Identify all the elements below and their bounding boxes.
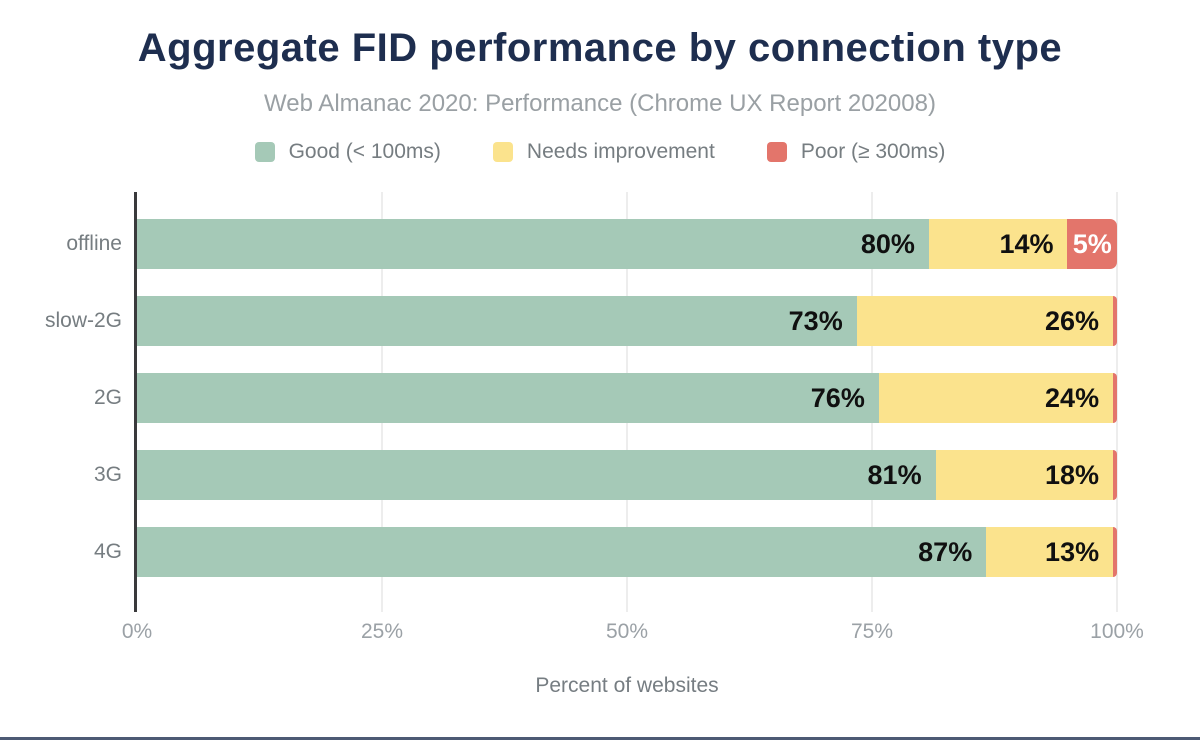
y-axis-label: 4G xyxy=(93,540,122,563)
legend-swatch-good xyxy=(254,142,275,162)
y-axis-line xyxy=(134,192,137,612)
bar-segment-good[interactable]: 80% xyxy=(137,219,929,269)
bar-segment-good[interactable]: 81% xyxy=(137,450,936,500)
gridline-100 xyxy=(1116,192,1118,612)
bar-value-label: 81% xyxy=(867,459,922,490)
legend-item-poor: Poor (≥ 300ms) xyxy=(766,140,946,164)
bar-segment-poor[interactable] xyxy=(1113,450,1117,500)
bar-row-slow-2G: 73% 26% xyxy=(137,296,1117,346)
bar-segment-needs-improvement[interactable]: 26% xyxy=(856,296,1114,346)
bar-segment-needs-improvement[interactable]: 24% xyxy=(878,373,1114,423)
y-axis-label: 2G xyxy=(93,386,122,409)
x-tick-label: 100% xyxy=(1090,620,1144,643)
bar-value-label: 24% xyxy=(1045,382,1100,413)
bar-row-4G: 87% 13% xyxy=(137,527,1117,577)
footer-accent-bar xyxy=(0,737,1200,740)
bar-segment-poor[interactable]: 5% xyxy=(1067,219,1117,269)
x-tick-label: 75% xyxy=(850,620,894,643)
bar-value-label: 80% xyxy=(860,228,915,259)
bar-segment-needs-improvement[interactable]: 13% xyxy=(986,527,1114,577)
legend-swatch-needs-improvement xyxy=(492,142,513,162)
bar-row-offline: 80% 14% 5% xyxy=(137,219,1117,269)
bar-value-label: 87% xyxy=(918,536,973,567)
legend-item-needs-improvement: Needs improvement xyxy=(492,140,715,164)
bar-value-label: 13% xyxy=(1045,536,1100,567)
y-axis-label: offline xyxy=(66,232,122,255)
bar-segment-good[interactable]: 76% xyxy=(137,373,879,423)
bar-row-2G: 76% 24% xyxy=(137,373,1117,423)
plot-area: 80% 14% 5% 73% 26% 76% 24% 81% 18% 87% 13% xyxy=(134,192,1118,612)
bar-segment-good[interactable]: 87% xyxy=(137,527,987,577)
legend-label: Poor (≥ 300ms) xyxy=(800,140,946,163)
bar-segment-poor[interactable] xyxy=(1113,527,1117,577)
legend-label: Needs improvement xyxy=(526,140,715,163)
y-axis-label: 3G xyxy=(93,463,122,486)
chart-title: Aggregate FID performance by connection … xyxy=(137,26,1063,70)
bar-segment-needs-improvement[interactable]: 14% xyxy=(928,219,1068,269)
bar-segment-needs-improvement[interactable]: 18% xyxy=(935,450,1114,500)
bar-segment-good[interactable]: 73% xyxy=(137,296,857,346)
x-tick-label: 50% xyxy=(605,620,649,643)
chart-subtitle: Web Almanac 2020: Performance (Chrome UX… xyxy=(264,90,936,117)
bar-segment-poor[interactable] xyxy=(1113,296,1117,346)
x-axis-title: Percent of websites xyxy=(535,674,719,697)
legend-item-good: Good (< 100ms) xyxy=(254,140,441,164)
bar-segment-poor[interactable] xyxy=(1113,373,1117,423)
bar-value-label: 14% xyxy=(999,228,1054,259)
bar-row-3G: 81% 18% xyxy=(137,450,1117,500)
legend-swatch-poor xyxy=(766,142,787,162)
legend: Good (< 100ms) Needs improvement Poor (≥ 3… xyxy=(0,140,1200,164)
x-tick-label: 0% xyxy=(121,620,153,643)
bar-value-label: 5% xyxy=(1072,228,1112,259)
x-tick-label: 25% xyxy=(360,620,404,643)
y-axis-label: slow-2G xyxy=(44,309,122,332)
bar-value-label: 18% xyxy=(1044,459,1100,490)
bar-value-label: 73% xyxy=(788,305,843,336)
legend-label: Good (< 100ms) xyxy=(288,140,441,163)
bar-value-label: 76% xyxy=(810,382,865,413)
bar-value-label: 26% xyxy=(1044,305,1100,336)
